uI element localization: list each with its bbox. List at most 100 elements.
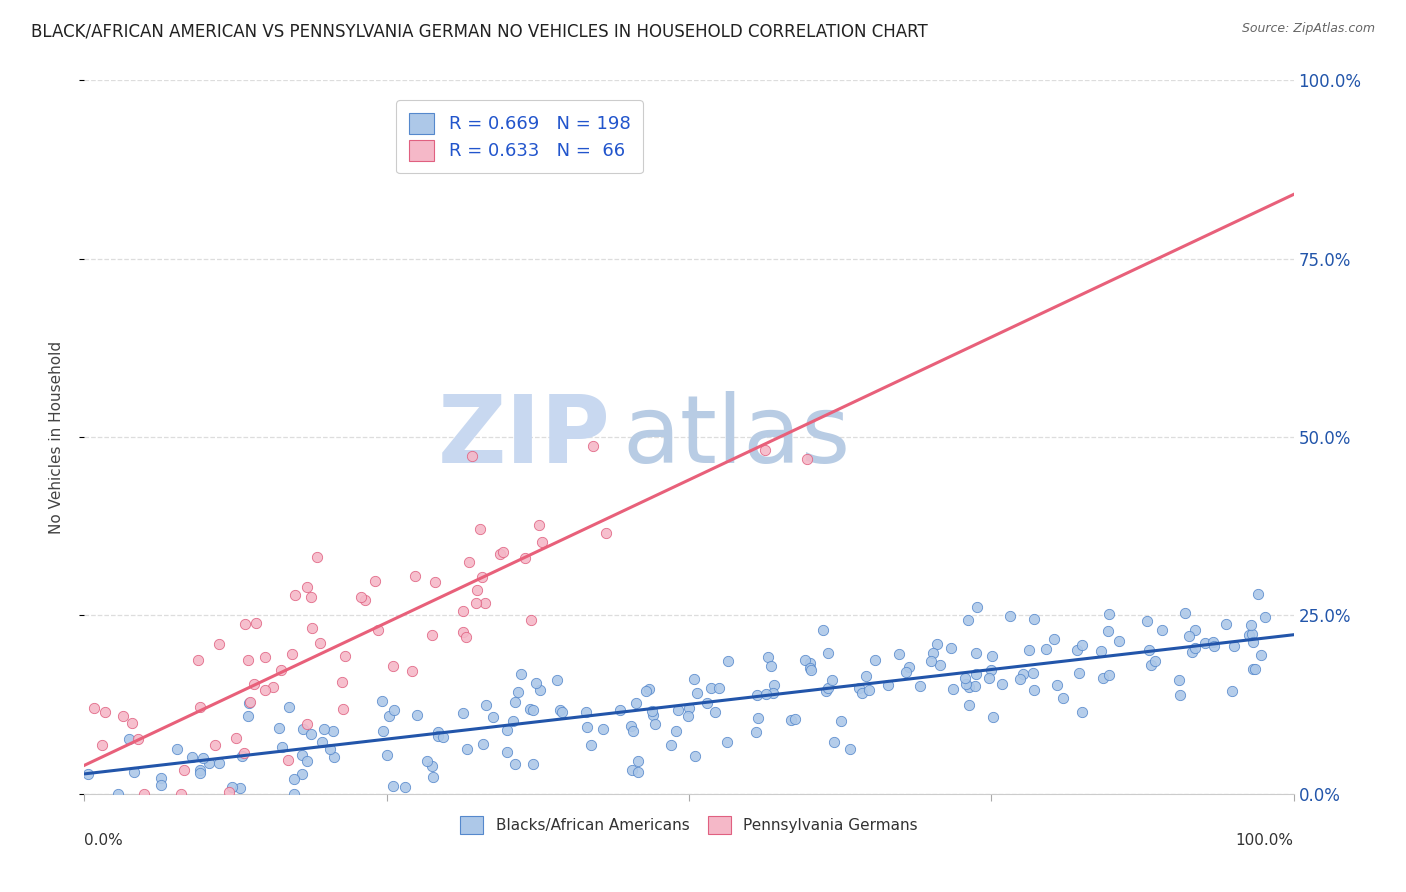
Point xyxy=(198,756,221,770)
Point xyxy=(965,667,987,681)
Point xyxy=(925,637,948,651)
Point xyxy=(513,550,536,565)
Point xyxy=(700,681,723,695)
Point xyxy=(295,754,318,768)
Point xyxy=(107,787,129,801)
Point xyxy=(756,650,779,665)
Point xyxy=(576,720,599,734)
Point xyxy=(761,659,783,673)
Point xyxy=(1022,665,1045,680)
Point xyxy=(530,535,553,549)
Point xyxy=(755,687,778,701)
Point xyxy=(799,663,821,677)
Text: Source: ZipAtlas.com: Source: ZipAtlas.com xyxy=(1241,22,1375,36)
Point xyxy=(794,653,817,667)
Point xyxy=(1144,654,1167,668)
Point xyxy=(454,630,477,644)
Point xyxy=(322,723,344,738)
Point xyxy=(312,722,335,736)
Point xyxy=(506,685,529,699)
Point xyxy=(1184,640,1206,655)
Point xyxy=(744,725,766,739)
Point xyxy=(93,706,115,720)
Point xyxy=(1008,673,1031,687)
Point xyxy=(1220,684,1243,698)
Point xyxy=(644,717,666,731)
Point xyxy=(482,710,505,724)
Point xyxy=(1012,667,1035,681)
Point xyxy=(301,621,323,635)
Point xyxy=(269,721,291,735)
Point xyxy=(375,747,398,762)
Point xyxy=(278,700,301,714)
Point xyxy=(980,663,1002,677)
Point xyxy=(811,623,834,637)
Point xyxy=(1204,640,1226,654)
Point xyxy=(218,785,240,799)
Point xyxy=(546,673,568,688)
Point xyxy=(453,706,475,720)
Point xyxy=(942,682,965,697)
Point xyxy=(394,780,416,794)
Point xyxy=(426,729,449,743)
Point xyxy=(799,661,821,675)
Point xyxy=(1167,673,1189,687)
Point xyxy=(796,452,818,467)
Point xyxy=(474,698,496,712)
Point xyxy=(780,713,803,727)
Point xyxy=(354,592,377,607)
Point xyxy=(496,723,519,737)
Point xyxy=(524,676,547,690)
Point xyxy=(238,696,260,710)
Point xyxy=(284,588,307,602)
Point xyxy=(858,683,880,698)
Point xyxy=(311,735,333,749)
Point xyxy=(83,700,105,714)
Point xyxy=(262,680,284,694)
Point xyxy=(1181,645,1204,659)
Point xyxy=(1241,662,1264,676)
Point xyxy=(292,722,315,736)
Point xyxy=(981,648,1004,663)
Point xyxy=(1046,678,1069,692)
Text: atlas: atlas xyxy=(623,391,851,483)
Point xyxy=(406,707,429,722)
Text: ZIP: ZIP xyxy=(437,391,610,483)
Point xyxy=(676,709,699,723)
Point xyxy=(465,596,488,610)
Point xyxy=(173,763,195,777)
Point xyxy=(1184,623,1206,637)
Point xyxy=(510,666,533,681)
Point xyxy=(233,616,256,631)
Point xyxy=(236,653,259,667)
Point xyxy=(522,757,544,772)
Point xyxy=(939,641,962,656)
Point xyxy=(1215,616,1237,631)
Point xyxy=(582,439,605,453)
Point xyxy=(863,653,886,667)
Point xyxy=(877,678,900,692)
Point xyxy=(575,705,598,719)
Point xyxy=(1243,662,1265,676)
Point xyxy=(186,653,208,667)
Point xyxy=(299,590,322,604)
Point xyxy=(957,680,980,694)
Point xyxy=(1022,683,1045,698)
Point xyxy=(208,756,231,770)
Point xyxy=(595,526,617,541)
Point xyxy=(468,522,491,536)
Point xyxy=(1091,671,1114,685)
Point xyxy=(382,659,405,673)
Point xyxy=(955,677,977,691)
Point xyxy=(823,735,845,749)
Point xyxy=(1137,643,1160,657)
Point xyxy=(232,746,254,760)
Point xyxy=(817,646,839,660)
Point xyxy=(1194,636,1216,650)
Point xyxy=(1170,688,1192,702)
Point xyxy=(277,752,299,766)
Point xyxy=(717,654,740,668)
Point xyxy=(373,724,395,739)
Point xyxy=(474,596,496,610)
Point xyxy=(551,705,574,719)
